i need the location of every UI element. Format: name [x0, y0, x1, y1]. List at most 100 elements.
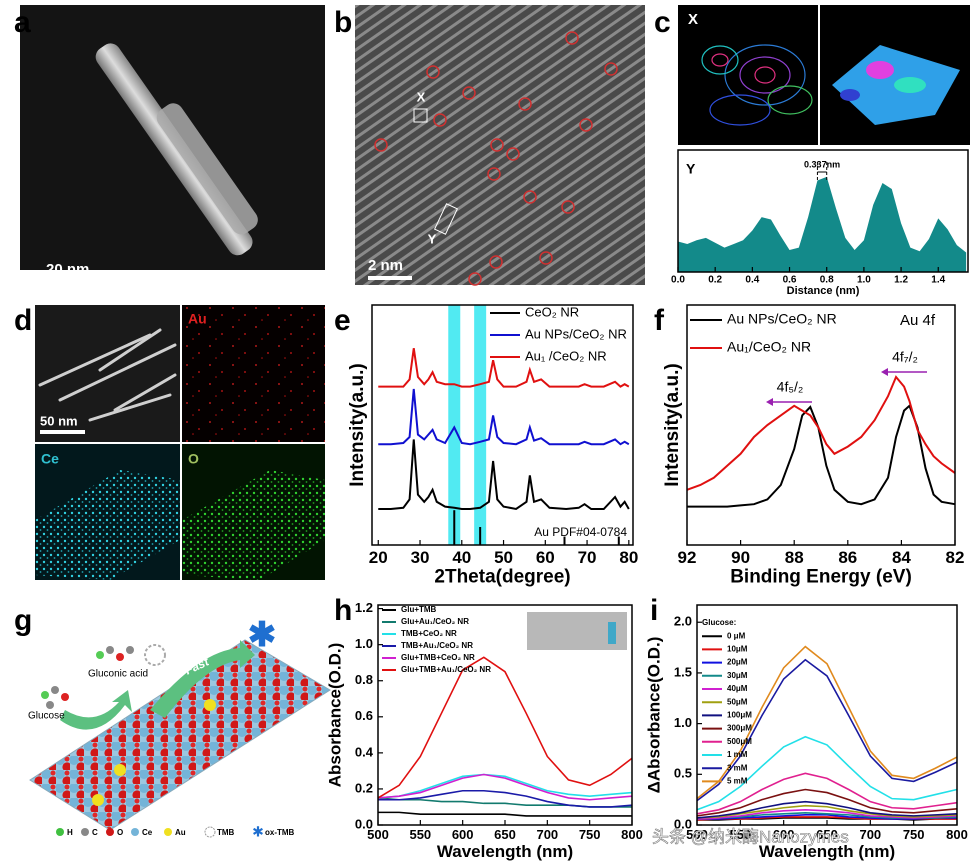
y-tick-label: 1.0: [674, 715, 692, 730]
legend-swatch: [204, 826, 216, 838]
au-atom: [204, 699, 216, 711]
panel-label: e: [334, 304, 351, 337]
molecule-label: Glucose: [28, 711, 65, 722]
legend-label: Au₁/CeO₂ NR: [727, 339, 811, 355]
legend-label: Au NPs/CeO₂ NR: [727, 311, 837, 327]
shift-arrow-head: [766, 398, 773, 406]
chart-label: Y: [686, 161, 696, 177]
series-line: [696, 788, 958, 817]
y-axis-label: Intensity(a.u.): [662, 363, 683, 487]
peak-label: 4f₇/₂: [892, 349, 918, 365]
legend-swatch: [164, 828, 172, 836]
x-tick-label: 90: [731, 548, 750, 567]
x-tick-label: 500: [686, 827, 708, 842]
legend-label: Au₁ /CeO₂ NR: [525, 348, 607, 363]
chart: 500 550 600 650 700 750 800 0.0 0.2 0.4 0.6 0.8 1.0 1…: [325, 600, 642, 861]
legend-label: TMB: [217, 828, 235, 837]
highlight-band: [474, 305, 487, 545]
x-axis-label: Wavelength (nm): [437, 842, 573, 861]
gluconic-molecule: [96, 646, 134, 661]
x-tick-label: 0.8: [820, 275, 834, 286]
reaction-arrow: [150, 640, 255, 718]
chart: Au PDF#04-0784 20 30 40 50 60 70 80 2Theta(degre…: [347, 304, 638, 588]
x-tick-label: 92: [678, 548, 697, 567]
panel-label: a: [14, 6, 31, 39]
x-tick-label: 80: [619, 548, 638, 567]
legend-label: 0 μM: [727, 631, 746, 640]
legend-label: Glu+TMB+CeO₂ NR: [401, 653, 475, 662]
series-line: [696, 804, 958, 819]
x-tick-label: 88: [785, 548, 804, 567]
haadf-image: [35, 305, 180, 442]
surface-peak: [866, 61, 894, 79]
map-label: Au: [188, 311, 207, 327]
series-line: [378, 439, 630, 511]
panel-label: i: [650, 594, 658, 627]
legend-label: 10μM: [727, 645, 748, 654]
nanorod-model: [29, 639, 331, 831]
legend-label: Glu+TMB: [401, 605, 437, 614]
series-line: [377, 773, 633, 799]
map-label: Ce: [41, 451, 59, 467]
legend-label: CeO₂ NR: [525, 304, 579, 319]
y-tick-label: 2.0: [674, 614, 692, 629]
glucose-molecule: [41, 686, 69, 709]
chart: 0.0 0.2 0.4 0.6 0.8 1.0 1.2 1.4 Distance (nm) Y 0.…: [671, 149, 969, 297]
x-tick-label: 0.0: [671, 275, 685, 286]
x-tick-label: 750: [579, 827, 601, 842]
x-tick-label: 1.2: [894, 275, 908, 286]
y-tick-label: 0.8: [355, 672, 373, 687]
peak-label: 4f₅/₂: [777, 379, 804, 395]
highlight-band: [448, 305, 461, 545]
haadf-image: [355, 5, 645, 285]
reference-label: Au PDF#04-0784: [534, 525, 627, 539]
y-axis-label: Absorbance(O.D.): [325, 643, 344, 788]
legend-label: Au NPs/CeO₂ NR: [525, 326, 627, 341]
region-y-label: Y: [428, 231, 437, 246]
au-map: [182, 305, 325, 442]
blue-vial: [608, 622, 616, 644]
legend-label: Au: [175, 828, 186, 837]
plot-frame: [686, 304, 956, 546]
legend-label: H: [67, 828, 73, 837]
series-line: [697, 814, 957, 820]
legend-swatch: [131, 828, 139, 836]
nanorods: [38, 328, 177, 422]
tmb-symbol: [144, 644, 166, 666]
panel-label: g: [14, 604, 32, 637]
contour-map: [678, 5, 818, 145]
series-line: [696, 800, 958, 819]
x-tick-label: 0.2: [708, 275, 722, 286]
series-line: [696, 808, 958, 820]
series-line: [696, 772, 958, 815]
au-atom: [114, 764, 126, 776]
legend-swatch: ✱: [252, 824, 264, 840]
x-axis-label: Binding Energy (eV): [730, 567, 912, 588]
legend-label: 300μM: [727, 724, 752, 733]
panel-labels: a b c d e f g h i: [14, 6, 671, 637]
x-tick-label: 70: [578, 548, 597, 567]
legend-label: Glu+Au₁/CeO₂ NR: [401, 617, 469, 626]
legend-label: 50μM: [727, 697, 748, 706]
au-atom: [92, 794, 104, 806]
x-tick-label: 86: [838, 548, 857, 567]
legend-label: 3 mM: [727, 763, 748, 772]
x-tick-label: 0.4: [745, 275, 759, 286]
reaction-arrow: [60, 690, 132, 730]
series-line: [696, 645, 958, 800]
series-line: [378, 388, 630, 446]
series-line: [686, 375, 956, 491]
series-line: [378, 811, 632, 817]
legend-label: 500μM: [727, 737, 752, 746]
series-line: [378, 789, 633, 808]
x-tick-label: 650: [494, 827, 516, 842]
legend-label: ox-TMB: [265, 828, 295, 837]
x-tick-label: 20: [369, 548, 388, 567]
x-tick-label: 800: [946, 827, 968, 842]
x-tick-label: 60: [536, 548, 555, 567]
legend-label: Ce: [142, 828, 153, 837]
panel-label: f: [654, 304, 665, 337]
x-tick-label: 550: [729, 827, 751, 842]
y-axis-label: ΔAbsorbance(O.D.): [644, 637, 663, 794]
y-tick-label: 0.4: [355, 744, 374, 759]
